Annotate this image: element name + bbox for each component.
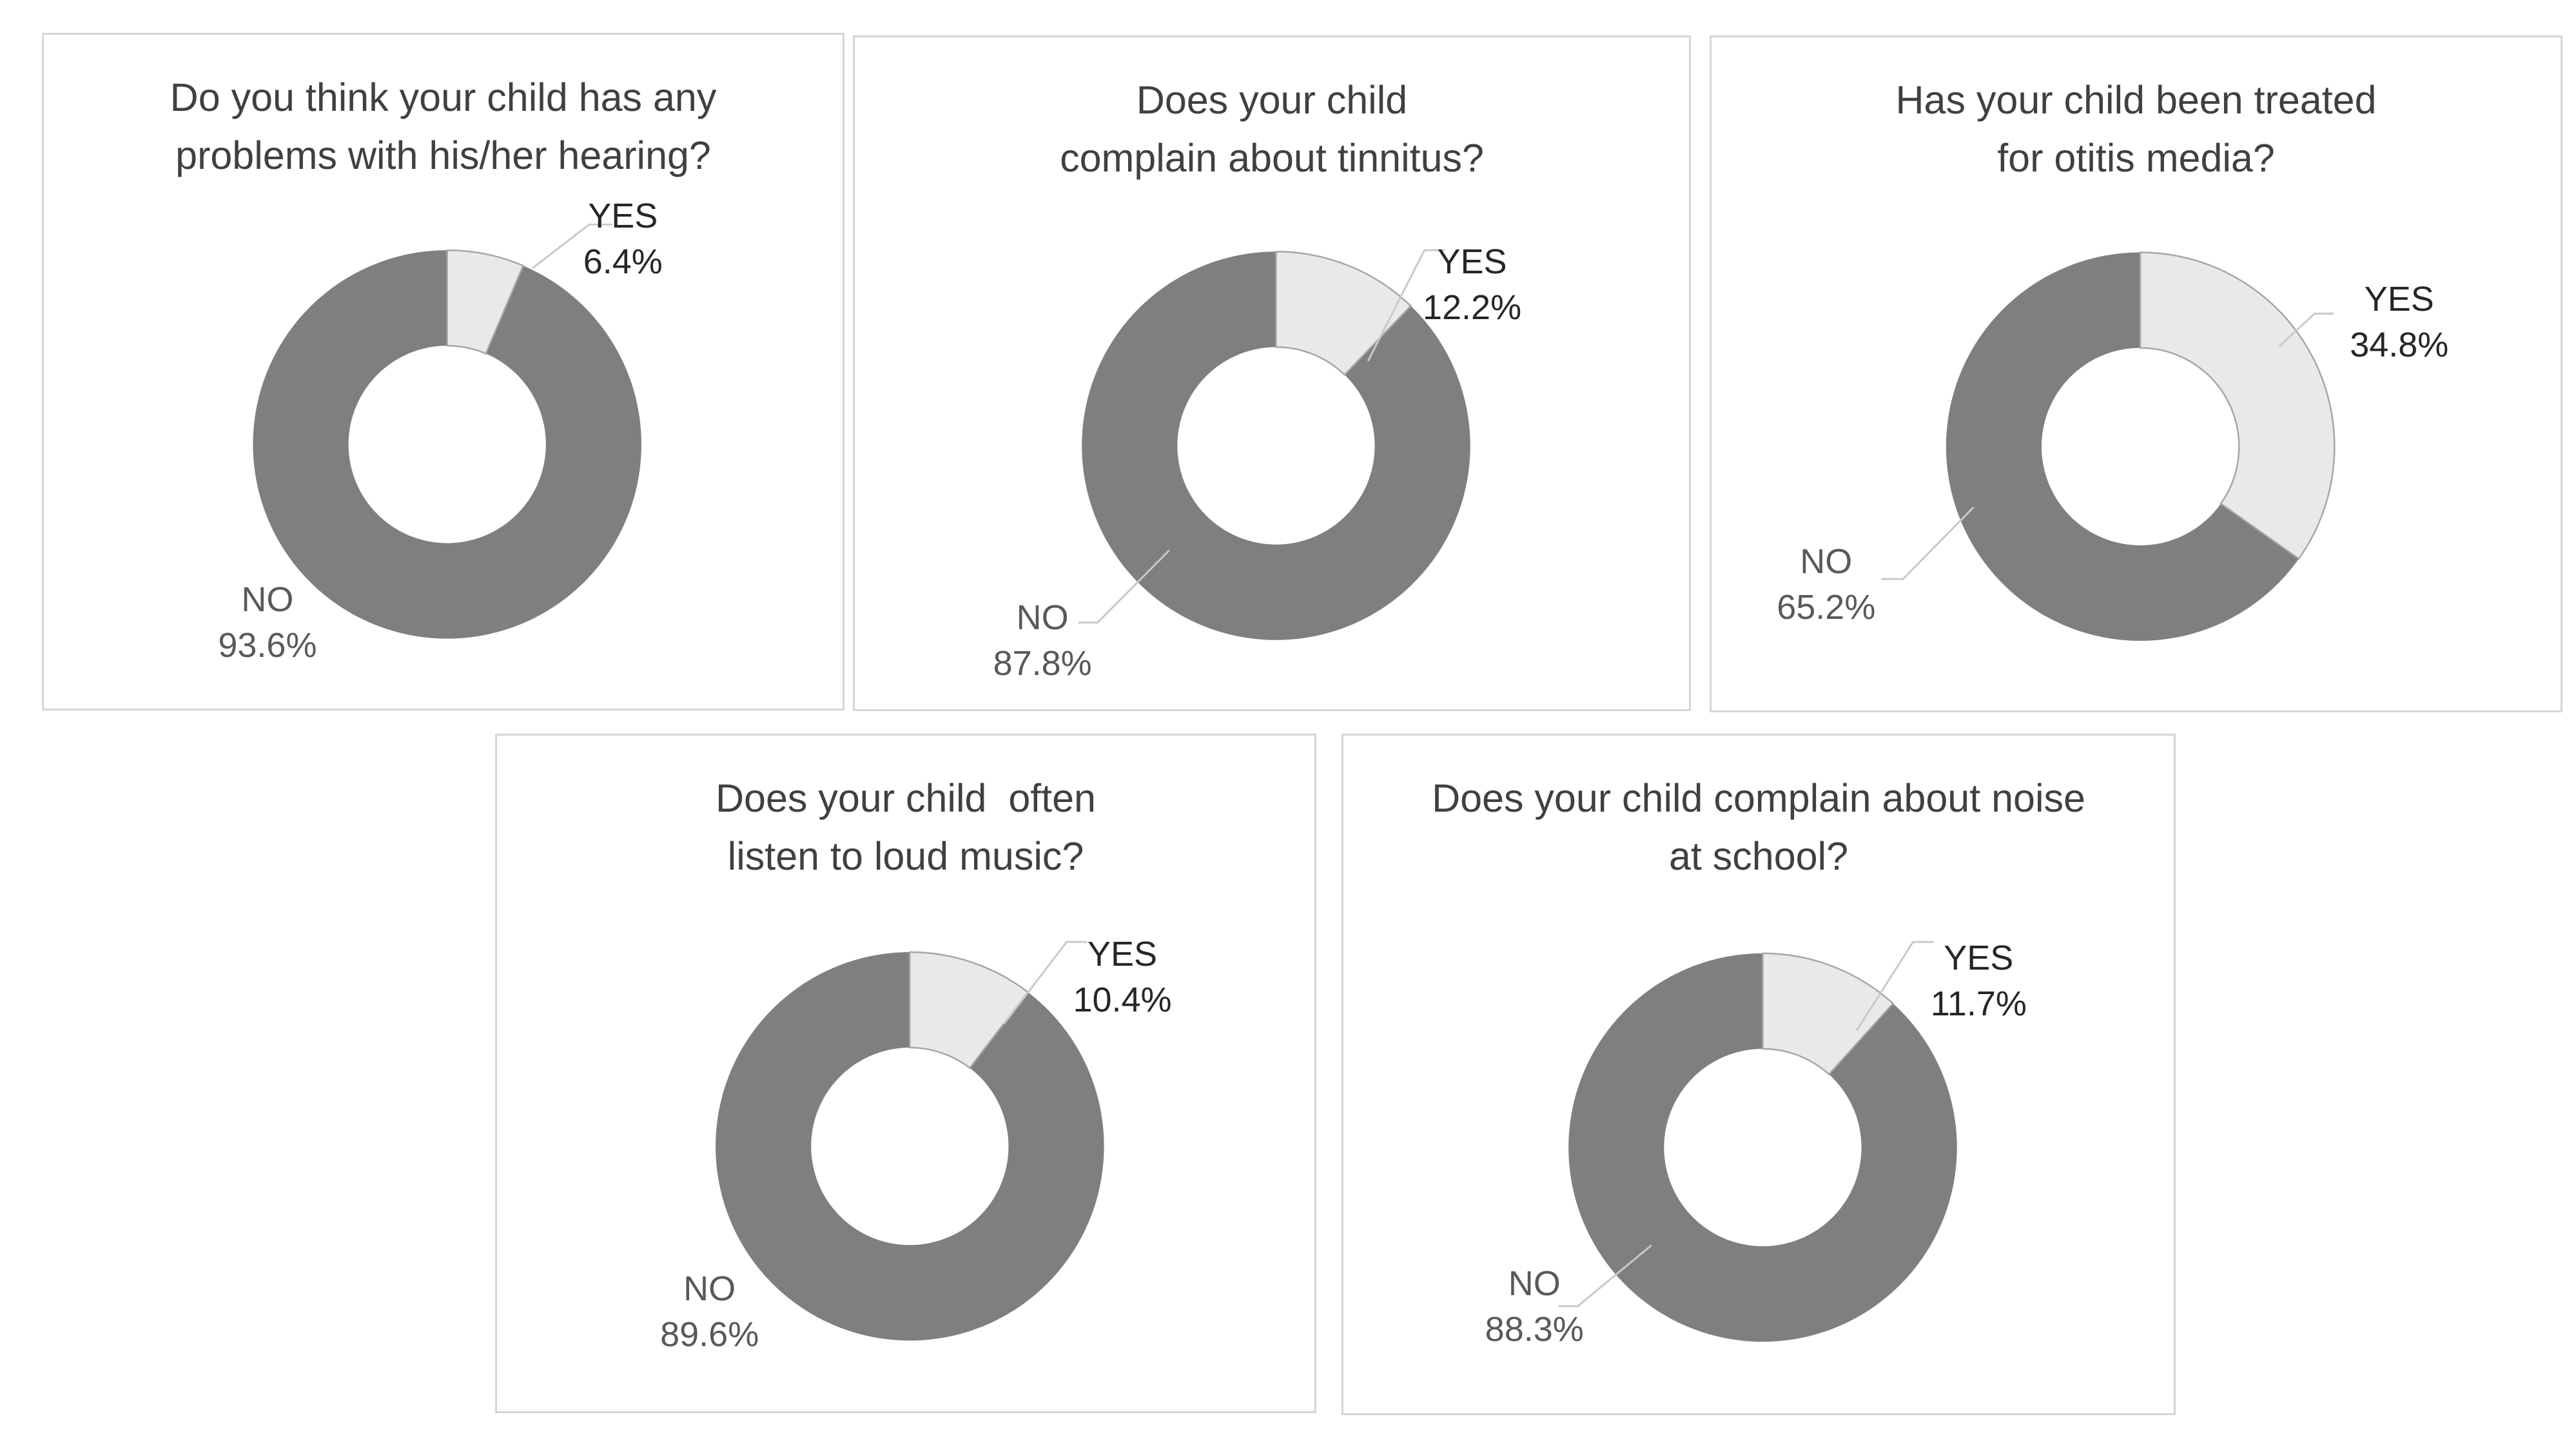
chart-panel-hearing-problems: Do you think your child has any problems…	[42, 33, 844, 710]
yes-value-label: 6.4%	[583, 242, 663, 281]
yes-value-label: 10.4%	[1073, 980, 1172, 1019]
donut-chart	[1078, 249, 1470, 640]
yes-value-label: 12.2%	[1422, 288, 1522, 327]
no-leader-line	[1881, 506, 1975, 580]
no-category-label: NO	[1508, 1264, 1561, 1303]
chart-panel-noise-at-school: Does your child complain about noise at …	[1342, 734, 2176, 1415]
no-value-label: 87.8%	[993, 643, 1092, 683]
no-value-label: 88.3%	[1485, 1309, 1584, 1349]
yes-slice	[2139, 251, 2336, 560]
yes-data-label: YES 34.8%	[2350, 277, 2448, 368]
no-data-label: NO 87.8%	[993, 595, 1092, 687]
chart-panel-otitis-media: Has your child been treated for otitis m…	[1710, 35, 2562, 712]
no-category-label: NO	[1800, 542, 1853, 581]
yes-leader-line	[1367, 249, 1445, 362]
yes-slice	[1762, 952, 1895, 1076]
no-slice	[1082, 251, 1470, 640]
yes-category-label: YES	[588, 196, 658, 235]
no-slice	[253, 250, 641, 639]
chart-panel-tinnitus: Does your child complain about tinnitus?…	[853, 35, 1691, 711]
no-data-label: NO 65.2%	[1777, 539, 1875, 631]
donut-chart	[253, 223, 641, 639]
yes-leader-line	[1002, 941, 1088, 1025]
no-slice	[1568, 953, 1957, 1342]
no-category-label: NO	[1016, 598, 1069, 637]
yes-leader-line	[532, 223, 612, 269]
yes-category-label: YES	[2364, 279, 2434, 318]
no-category-label: NO	[683, 1269, 736, 1308]
chart-title: Do you think your child has any problems…	[170, 75, 717, 177]
yes-category-label: YES	[1944, 939, 2014, 978]
no-value-label: 65.2%	[1777, 587, 1876, 627]
no-leader-line	[1558, 1244, 1652, 1307]
yes-leader-line	[1855, 941, 1934, 1031]
donut-chart	[716, 941, 1104, 1341]
no-data-label: NO 88.3%	[1485, 1261, 1584, 1353]
chart-title: Does your child often listen to loud mus…	[716, 776, 1096, 878]
yes-slice	[1275, 251, 1412, 376]
no-slice	[716, 952, 1104, 1341]
yes-category-label: YES	[1087, 934, 1158, 973]
yes-slice	[446, 249, 525, 355]
yes-data-label: YES 12.2%	[1423, 239, 1521, 331]
yes-value-label: 11.7%	[1930, 984, 2027, 1024]
no-data-label: NO 93.6%	[218, 577, 317, 669]
chart-title: Does your child complain about tinnitus?	[1060, 78, 1484, 180]
chart-title: Does your child complain about noise at …	[1432, 776, 2085, 878]
donut-chart	[1558, 941, 1957, 1342]
no-leader-line	[1078, 549, 1170, 624]
no-category-label: NO	[241, 580, 294, 620]
no-slice	[1946, 252, 2299, 641]
yes-data-label: YES 11.7%	[1931, 935, 2027, 1027]
chart-panel-loud-music: Does your child often listen to loud mus…	[495, 734, 1316, 1413]
donut-chart	[1881, 251, 2336, 641]
yes-data-label: YES 10.4%	[1073, 932, 1171, 1023]
no-value-label: 93.6%	[218, 626, 317, 665]
yes-data-label: YES 6.4%	[583, 193, 663, 285]
chart-title: Has your child been treated for otitis m…	[1895, 78, 2377, 180]
no-value-label: 89.6%	[660, 1315, 759, 1354]
no-data-label: NO 89.6%	[660, 1266, 759, 1358]
yes-category-label: YES	[1437, 242, 1507, 281]
yes-leader-line	[2278, 313, 2334, 347]
yes-value-label: 34.8%	[2350, 325, 2449, 364]
